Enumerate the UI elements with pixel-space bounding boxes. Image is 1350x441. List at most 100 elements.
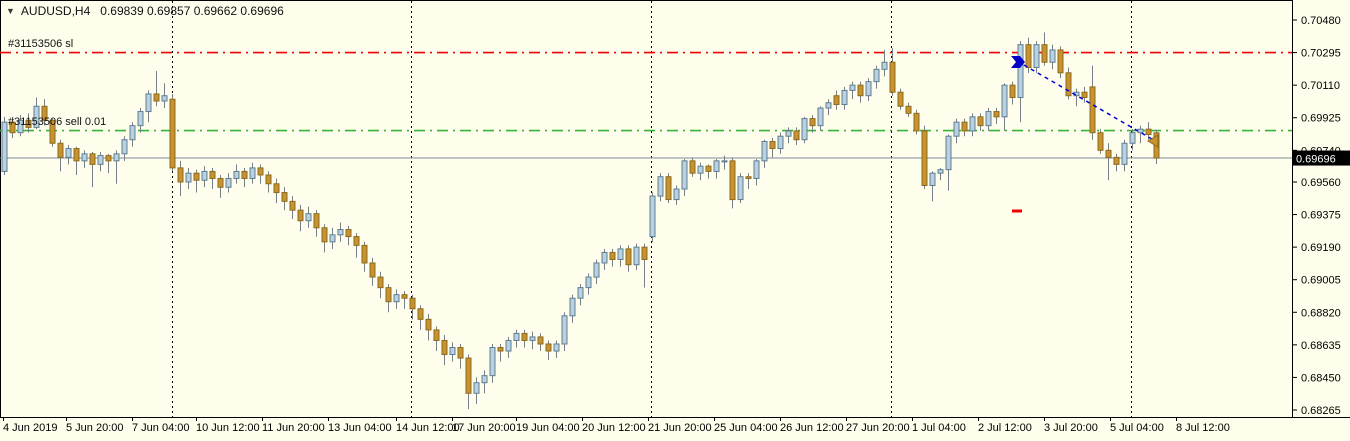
candle-bear — [1065, 72, 1072, 97]
x-axis-label: 3 Jul 20:00 — [1044, 422, 1098, 434]
candle-bear — [345, 229, 352, 238]
stop-loss-label: #31153506 sl — [8, 38, 74, 50]
candle-bull — [185, 172, 192, 183]
candle-bull — [17, 119, 24, 134]
y-axis-label: 0.69560 — [1301, 177, 1341, 189]
candle-bull — [481, 375, 488, 384]
candle-bear — [609, 251, 616, 260]
candle-bull — [681, 160, 688, 190]
y-axis-label: 0.68820 — [1301, 307, 1341, 319]
trend-start-marker[interactable] — [1011, 56, 1025, 68]
candle-bear — [625, 248, 632, 266]
candle-bull — [697, 165, 704, 174]
candle-bear — [1097, 132, 1104, 151]
red-dash-marker[interactable] — [1012, 209, 1022, 213]
candle-bull — [1137, 128, 1144, 134]
candle-bear — [745, 176, 752, 179]
candle-bear — [1145, 128, 1152, 135]
x-axis-label: 2 Jul 12:00 — [978, 422, 1032, 434]
candle-bear — [993, 111, 1000, 118]
x-axis-label: 13 Jun 04:00 — [328, 422, 392, 434]
candle-bull — [97, 155, 104, 165]
x-axis-label: 17 Jun 20:00 — [452, 422, 516, 434]
candle-bull — [337, 229, 344, 236]
candle-bear — [769, 140, 776, 150]
candle-bull — [801, 118, 808, 141]
candle-bull — [761, 140, 768, 162]
candle-bull — [1033, 44, 1040, 69]
candle-bull — [473, 382, 480, 394]
y-axis-label: 0.69925 — [1301, 113, 1341, 125]
candle-bear — [1041, 44, 1048, 63]
candle-bull — [569, 297, 576, 317]
candle-bull — [225, 177, 232, 188]
candle-bear — [977, 116, 984, 127]
candle-bear — [1009, 84, 1016, 98]
candle-bull — [505, 339, 512, 352]
candle-bull — [865, 81, 872, 97]
candle-bull — [249, 167, 256, 179]
candle-bear — [729, 160, 736, 201]
candle-bull — [937, 169, 944, 174]
candle-bear — [265, 174, 272, 185]
candle-bear — [313, 213, 320, 229]
candle-bear — [193, 172, 200, 181]
candle-bull — [1121, 142, 1128, 165]
trendline[interactable] — [1016, 60, 1158, 143]
candle-bull — [841, 89, 848, 106]
candle-bear — [521, 332, 528, 341]
candle-bear — [209, 170, 216, 179]
candle-bear — [105, 155, 112, 162]
candle-bear — [385, 287, 392, 303]
candle-bull — [449, 346, 456, 356]
candle-bear — [41, 105, 48, 121]
x-axis-label: 25 Jun 04:00 — [714, 422, 778, 434]
candle-bear — [1113, 156, 1120, 165]
x-axis-label: 1 Jul 04:00 — [912, 422, 966, 434]
candle-bear — [457, 346, 464, 359]
candle-bull — [145, 93, 152, 113]
candle-bull — [513, 332, 520, 341]
candle-bear — [1089, 86, 1096, 134]
candle-bull — [713, 160, 720, 172]
candle-bear — [169, 98, 176, 169]
candle-bull — [65, 148, 72, 158]
candle-bull — [201, 170, 208, 181]
candle-bear — [1025, 44, 1032, 69]
candle-bear — [809, 118, 816, 127]
y-axis-label: 0.68635 — [1301, 340, 1341, 352]
candle-bull — [233, 170, 240, 179]
candle-bull — [1017, 44, 1024, 98]
candle-bull — [585, 276, 592, 289]
candle-bull — [137, 111, 144, 127]
candle-bear — [793, 130, 800, 141]
y-axis-label: 0.69190 — [1301, 242, 1341, 254]
trend-arrow-icon[interactable] — [1147, 134, 1159, 148]
candle-bull — [817, 107, 824, 127]
candle-bull — [121, 139, 128, 155]
candle-bull — [593, 262, 600, 278]
candle-bear — [857, 84, 864, 97]
candle-bear — [273, 183, 280, 194]
candle-bear — [297, 209, 304, 222]
candle-bull — [953, 121, 960, 137]
y-axis-label: 0.68265 — [1301, 405, 1341, 417]
candle-bull — [985, 111, 992, 127]
x-axis-label: 14 Jun 12:00 — [396, 422, 460, 434]
candle-bear — [1081, 91, 1088, 98]
candle-bear — [177, 167, 184, 183]
x-axis-label: 11 Jun 20:00 — [262, 422, 325, 434]
candle-bull — [33, 105, 40, 128]
chart-title: ▼ AUDUSD,H4 0.69839 0.69857 0.69662 0.69… — [6, 4, 284, 18]
candle-bear — [889, 61, 896, 93]
candle-bull — [553, 343, 560, 352]
candle-bear — [921, 130, 928, 187]
candle-bear — [49, 119, 56, 144]
candle-bear — [25, 119, 32, 128]
candle-bear — [465, 357, 472, 394]
candle-bull — [305, 213, 312, 222]
x-axis-label: 7 Jun 04:00 — [132, 422, 190, 434]
candle-bear — [665, 176, 672, 201]
candle-bear — [497, 346, 504, 352]
